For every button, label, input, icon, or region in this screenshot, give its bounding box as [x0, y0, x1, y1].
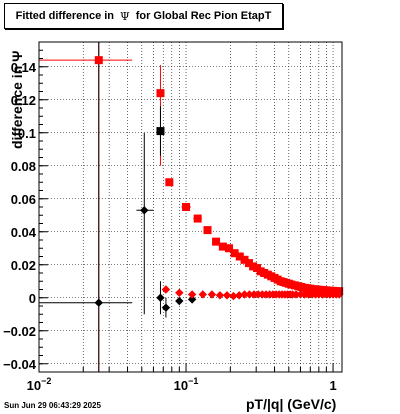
y-tick-label: 0.1 [18, 126, 36, 141]
title-prefix: Fitted difference in [15, 10, 115, 22]
timestamp: Sun Jun 29 06:43:29 2025 [4, 401, 101, 410]
data-point-diamond [215, 291, 225, 300]
data-point-square [156, 127, 165, 136]
data-point-square [156, 89, 165, 98]
chart-title: Fitted difference in Ψ for Global Rec Pi… [4, 3, 283, 29]
data-point-square [193, 214, 202, 223]
y-tick-labels: −0.04 −0.02 0 0.02 0.04 0.06 0.08 0.1 0.12 0.14 [3, 60, 37, 372]
data-point-square [94, 56, 103, 65]
data-point-square [218, 242, 227, 251]
y-axis-label: difference in Ψ [9, 50, 25, 149]
y-tick-label: 0.14 [11, 60, 37, 75]
data-point-diamond [245, 290, 254, 299]
y-tick-label: 0.06 [11, 192, 36, 207]
y-tick-label: 0.12 [11, 93, 36, 108]
data-point-square [182, 203, 191, 211]
data-point-diamond [161, 285, 171, 294]
data-point-diamond [156, 293, 165, 302]
data-point-diamond [249, 290, 259, 299]
x-tick-label: 10−2 [27, 376, 52, 393]
data-point-diamond [94, 298, 103, 307]
y-tick-label: 0 [29, 291, 36, 306]
data-point-diamond [161, 303, 171, 312]
data-point-diamond [198, 290, 207, 299]
grid-lines [38, 42, 342, 372]
x-tick-label: 10−1 [174, 376, 199, 393]
data-point-diamond [291, 290, 301, 299]
y-error-bars [98, 42, 167, 372]
y-tick-label: −0.02 [3, 324, 36, 339]
y-tick-label: 0.08 [11, 159, 36, 174]
data-point-diamond [187, 290, 197, 299]
y-tick-label: −0.04 [3, 357, 37, 372]
data-point-square [225, 244, 234, 253]
data-point-square [230, 249, 239, 258]
y-axis-label-box: difference in Ψ [6, 40, 26, 170]
data-point-diamond [229, 291, 238, 301]
data-point-diamond [140, 206, 149, 215]
data-point-square [240, 255, 249, 264]
data-point-square [203, 226, 212, 235]
y-tick-label: 0.02 [11, 258, 36, 273]
data-point-diamond [334, 290, 344, 299]
data-point-square [212, 237, 221, 246]
data-point-square [165, 178, 174, 187]
psi-symbol: Ψ [120, 9, 130, 23]
data-point-diamond [222, 291, 232, 300]
x-error-bars [39, 59, 202, 304]
data-point-square [244, 259, 253, 268]
data-markers [94, 56, 344, 312]
y-tick-label: 0.04 [11, 225, 37, 240]
x-axis-label: pT/|q| (GeV/c) [246, 396, 337, 412]
x-tick-label: 1 [329, 378, 336, 393]
data-point-square [235, 252, 244, 261]
data-point-diamond [235, 291, 244, 300]
data-point-diamond [240, 290, 249, 299]
title-suffix: for Global Rec Pion EtapT [135, 10, 272, 22]
data-point-diamond [175, 296, 184, 306]
axis-ticks [38, 49, 334, 373]
data-point-diamond [207, 290, 217, 299]
data-point-diamond [187, 295, 197, 304]
data-point-diamond [175, 288, 184, 297]
x-tick-labels: 10−2 10−1 1 [27, 376, 337, 393]
